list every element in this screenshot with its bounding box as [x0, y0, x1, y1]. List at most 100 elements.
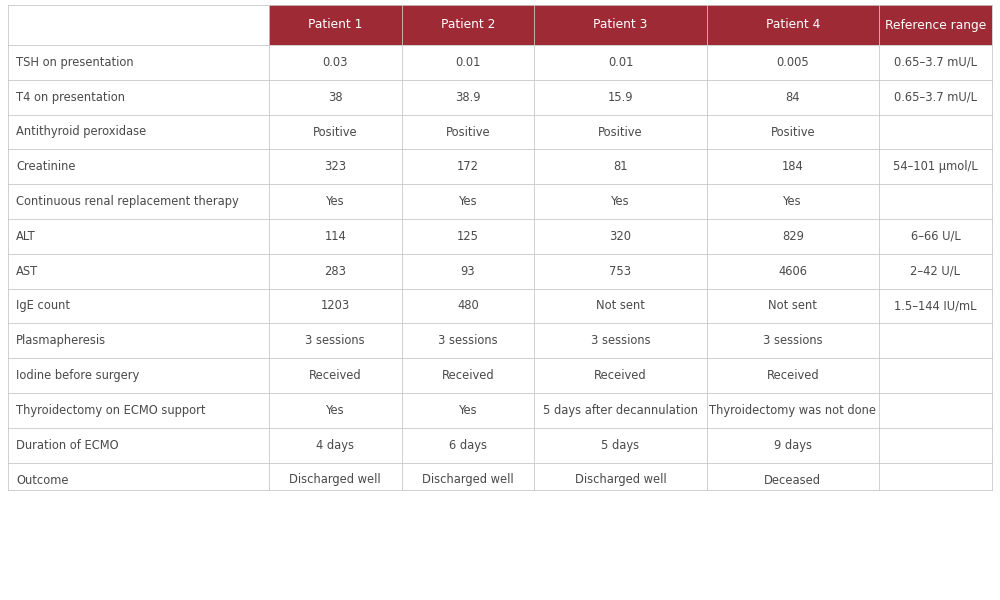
Text: Received: Received — [442, 369, 494, 382]
Text: 480: 480 — [457, 299, 479, 313]
Bar — [534, 358, 707, 393]
Bar — [534, 254, 707, 289]
Bar — [534, 463, 707, 497]
Text: IgE count: IgE count — [16, 299, 70, 313]
Bar — [534, 184, 707, 219]
Bar — [707, 358, 879, 393]
Bar — [269, 184, 402, 219]
Text: 323: 323 — [324, 160, 346, 173]
Text: Positive: Positive — [446, 125, 490, 139]
Bar — [402, 254, 534, 289]
Text: 38.9: 38.9 — [455, 91, 481, 104]
Text: TSH on presentation: TSH on presentation — [16, 56, 134, 69]
Bar — [707, 115, 879, 149]
Bar — [402, 149, 534, 184]
Text: 38: 38 — [328, 91, 342, 104]
Bar — [269, 289, 402, 323]
Text: 0.65–3.7 mU/L: 0.65–3.7 mU/L — [894, 56, 977, 69]
Bar — [269, 5, 402, 45]
Text: 0.01: 0.01 — [608, 56, 633, 69]
Bar — [707, 289, 879, 323]
Bar — [879, 5, 992, 45]
Text: 0.65–3.7 mU/L: 0.65–3.7 mU/L — [894, 91, 977, 104]
Text: Duration of ECMO: Duration of ECMO — [16, 439, 119, 452]
Bar — [8, 149, 269, 184]
Text: 6 days: 6 days — [449, 439, 487, 452]
Bar — [707, 254, 879, 289]
Bar — [879, 80, 992, 115]
Text: Positive: Positive — [313, 125, 357, 139]
Bar — [8, 45, 269, 80]
Text: Patient 1: Patient 1 — [308, 19, 362, 31]
Text: 829: 829 — [782, 230, 804, 243]
Bar — [269, 428, 402, 463]
Bar — [269, 45, 402, 80]
Bar — [534, 219, 707, 254]
Text: Not sent: Not sent — [596, 299, 645, 313]
Text: 283: 283 — [324, 265, 346, 278]
Bar — [402, 393, 534, 428]
Bar — [269, 358, 402, 393]
Text: Patient 2: Patient 2 — [441, 19, 495, 31]
Text: 3 sessions: 3 sessions — [438, 334, 498, 347]
Text: Thyroidectomy on ECMO support: Thyroidectomy on ECMO support — [16, 404, 206, 417]
Text: 0.03: 0.03 — [322, 56, 348, 69]
Bar — [879, 254, 992, 289]
Bar — [269, 80, 402, 115]
Text: AST: AST — [16, 265, 38, 278]
Text: Discharged well: Discharged well — [575, 473, 666, 487]
Text: 1203: 1203 — [321, 299, 350, 313]
Bar — [707, 80, 879, 115]
Text: Positive: Positive — [598, 125, 643, 139]
Text: 3 sessions: 3 sessions — [591, 334, 650, 347]
Text: Yes: Yes — [459, 195, 477, 208]
Text: 4 days: 4 days — [316, 439, 354, 452]
Bar — [879, 115, 992, 149]
Bar — [8, 115, 269, 149]
Bar — [269, 115, 402, 149]
Text: ALT: ALT — [16, 230, 36, 243]
Text: 753: 753 — [609, 265, 632, 278]
Text: Yes: Yes — [326, 404, 344, 417]
Bar — [269, 393, 402, 428]
Bar — [8, 323, 269, 358]
Text: Outcome: Outcome — [16, 473, 68, 487]
Text: Received: Received — [766, 369, 819, 382]
Bar — [879, 219, 992, 254]
Bar — [402, 323, 534, 358]
Bar — [707, 219, 879, 254]
Text: 5 days after decannulation: 5 days after decannulation — [543, 404, 698, 417]
Text: 3 sessions: 3 sessions — [305, 334, 365, 347]
Text: Yes: Yes — [326, 195, 344, 208]
Bar — [534, 45, 707, 80]
Text: 54–101 μmol/L: 54–101 μmol/L — [893, 160, 978, 173]
Bar — [879, 463, 992, 497]
Bar — [707, 5, 879, 45]
Text: T4 on presentation: T4 on presentation — [16, 91, 125, 104]
Bar — [402, 184, 534, 219]
Bar — [402, 428, 534, 463]
Bar — [534, 428, 707, 463]
Text: 114: 114 — [324, 230, 346, 243]
Bar — [402, 5, 534, 45]
Text: Yes: Yes — [783, 195, 802, 208]
Bar — [879, 358, 992, 393]
Text: Yes: Yes — [459, 404, 477, 417]
Bar — [402, 358, 534, 393]
Bar — [879, 184, 992, 219]
Text: Plasmapheresis: Plasmapheresis — [16, 334, 106, 347]
Bar — [879, 289, 992, 323]
Text: Yes: Yes — [611, 195, 630, 208]
Bar — [534, 289, 707, 323]
Text: Deceased: Deceased — [764, 473, 821, 487]
Bar — [8, 80, 269, 115]
Bar — [402, 115, 534, 149]
Bar — [534, 5, 707, 45]
Text: 0.005: 0.005 — [776, 56, 809, 69]
Bar — [402, 463, 534, 497]
Text: 4606: 4606 — [778, 265, 807, 278]
Text: Patient 3: Patient 3 — [593, 19, 648, 31]
Text: Patient 4: Patient 4 — [766, 19, 820, 31]
Bar — [8, 254, 269, 289]
Bar — [402, 45, 534, 80]
